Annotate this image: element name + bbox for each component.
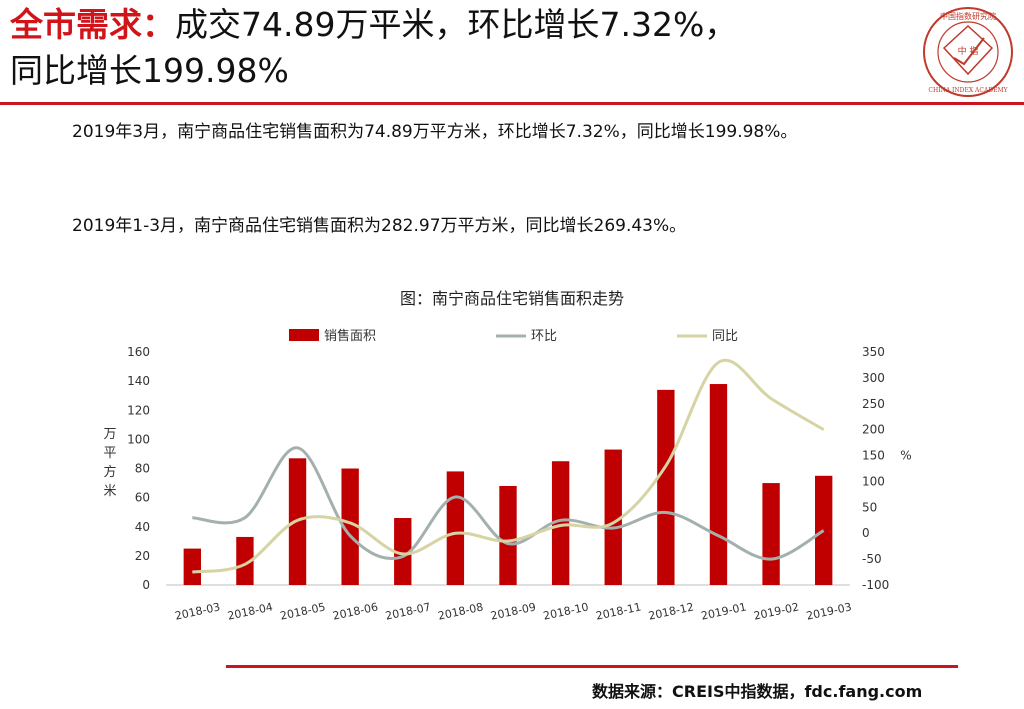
right-axis-label: % <box>900 449 911 463</box>
x-axis-tick: 2019-01 <box>700 600 748 622</box>
right-axis-tick: 100 <box>862 474 885 488</box>
bar-sales-2018-11 <box>604 449 622 585</box>
bar-sales-2019-03 <box>815 475 833 585</box>
logo-mark: 中 指 <box>958 45 979 57</box>
left-axis-label-char: 米 <box>103 484 116 499</box>
right-axis-tick: 350 <box>862 345 885 359</box>
left-axis-label-char: 万 <box>103 427 116 442</box>
left-axis-tick: 160 <box>127 345 150 359</box>
bar-sales-2018-03 <box>183 548 201 585</box>
bar-sales-2018-10 <box>551 461 570 585</box>
summary-paragraph-monthly: 2019年3月，南宁商品住宅销售面积为74.89万平方米，环比增长7.32%，同… <box>72 122 798 142</box>
legend-label-yoy: 同比 <box>712 329 738 344</box>
left-axis-label-char: 方 <box>103 464 116 480</box>
left-axis-label-char: 平 <box>103 446 116 461</box>
line-yoy <box>192 358 825 574</box>
x-axis-tick: 2019-02 <box>753 600 801 622</box>
x-axis-tick: 2018-11 <box>595 600 643 622</box>
x-axis-tick: 2018-09 <box>489 600 537 622</box>
line-mom <box>192 446 825 561</box>
bar-sales-2019-01 <box>709 384 728 585</box>
bar-sales-2018-07 <box>394 518 412 585</box>
bar-sales-2018-04 <box>236 536 254 585</box>
x-axis-tick: 2018-10 <box>542 600 590 622</box>
logo-cn-text: 中国指数研究院 <box>940 11 996 21</box>
china-index-academy-logo: 中国指数研究院 中 指 CHINA INDEX ACADEMY <box>923 7 1013 97</box>
left-axis-tick: 80 <box>135 462 150 476</box>
right-axis-tick: 200 <box>862 423 885 437</box>
right-axis-tick: -100 <box>862 578 889 592</box>
bar-sales-2018-09 <box>499 485 517 585</box>
left-axis-tick: 60 <box>135 491 150 505</box>
left-axis-tick: 40 <box>135 520 150 534</box>
x-axis-tick: 2018-05 <box>279 600 327 622</box>
headline-line2: 同比增长199.98% <box>10 51 289 90</box>
x-axis-tick: 2018-03 <box>174 600 222 622</box>
x-axis-tick: 2018-07 <box>384 600 432 622</box>
x-axis-tick: 2018-08 <box>437 600 485 622</box>
data-source: 数据来源：CREIS中指数据，fdc.fang.com <box>592 682 923 701</box>
bar-sales-2018-12 <box>657 389 675 585</box>
source-divider <box>226 665 958 668</box>
bar-sales-2019-02 <box>762 483 780 585</box>
right-axis-tick: 50 <box>862 500 877 514</box>
headline-accent: 全市需求： <box>10 5 175 44</box>
left-axis-tick: 100 <box>127 432 150 446</box>
headline-line1: 成交74.89万平米，环比增长7.32%， <box>175 5 738 44</box>
right-axis-tick: 250 <box>862 397 885 411</box>
left-axis-tick: 20 <box>135 549 150 563</box>
bar-sales-2018-06 <box>341 468 359 585</box>
right-axis-tick: -50 <box>862 552 882 566</box>
logo-en-text: CHINA INDEX ACADEMY <box>928 87 1008 94</box>
legend-label-mom: 环比 <box>531 329 557 344</box>
x-axis-tick: 2018-12 <box>647 600 695 622</box>
left-axis-tick: 0 <box>142 578 150 592</box>
left-axis-tick: 120 <box>127 403 150 417</box>
right-axis-tick: 150 <box>862 449 885 463</box>
x-axis-tick: 2018-04 <box>226 600 274 622</box>
summary-paragraph-quarterly: 2019年1-3月，南宁商品住宅销售面积为282.97万平方米，同比增长269.… <box>72 216 687 236</box>
left-axis-tick: 140 <box>127 374 150 388</box>
right-axis-tick: 0 <box>862 526 870 540</box>
legend-label-sales: 销售面积 <box>324 328 376 344</box>
legend-swatch-sales <box>289 329 319 341</box>
right-axis-tick: 300 <box>862 371 885 385</box>
x-axis-tick: 2018-06 <box>332 600 380 622</box>
chart-title: 图：南宁商品住宅销售面积走势 <box>400 289 624 308</box>
x-axis-tick: 2019-03 <box>805 600 853 622</box>
headline: 全市需求：成交74.89万平米，环比增长7.32%， 同比增长199.98% <box>10 2 910 94</box>
bar-sales-2018-08 <box>446 471 465 585</box>
title-divider <box>0 102 1024 105</box>
